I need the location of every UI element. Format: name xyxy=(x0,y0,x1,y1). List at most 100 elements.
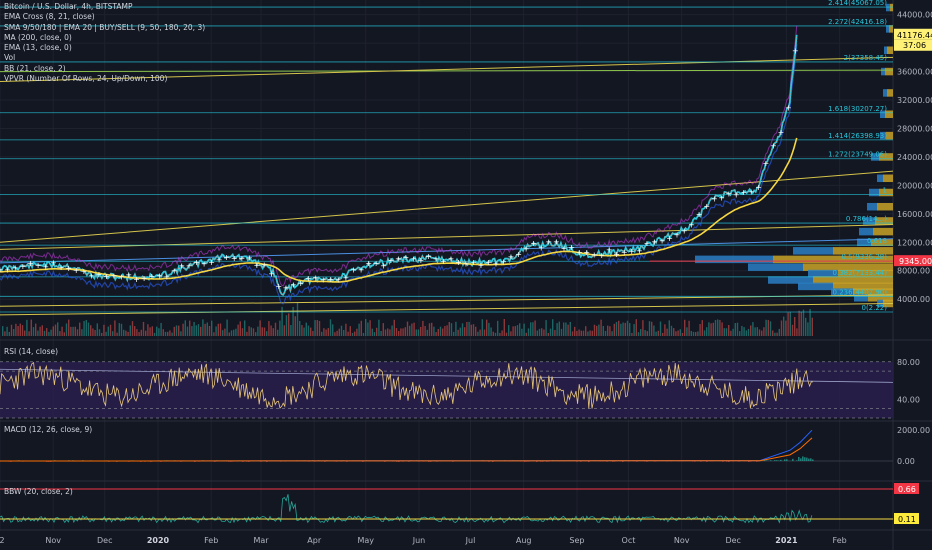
volume-bar xyxy=(692,331,695,336)
macd-hist xyxy=(398,461,400,462)
volume-bar xyxy=(563,322,565,336)
macd-hist xyxy=(774,460,776,462)
buy-mark: + xyxy=(748,187,755,196)
volume-bar xyxy=(382,323,384,336)
volume-bar xyxy=(72,326,74,336)
volume-bar xyxy=(378,319,380,336)
volume-bar xyxy=(103,324,105,336)
volume-bar xyxy=(50,329,52,336)
volume-bar xyxy=(28,331,30,336)
volume-bar xyxy=(444,326,446,336)
volume-bar xyxy=(424,326,426,336)
y-tick-6: 28000.00 xyxy=(897,124,932,133)
vpvr-row-5 xyxy=(885,110,893,119)
volume-bar xyxy=(158,328,160,336)
indicator-bb[interactable]: BB (21, close, 2) xyxy=(4,63,66,73)
volume-bar xyxy=(371,328,373,336)
buy-mark: + xyxy=(485,258,492,267)
buy-mark: + xyxy=(4,265,11,274)
x-tick-15: 2021 xyxy=(775,536,798,545)
indicator-volume[interactable]: Vol xyxy=(4,53,16,63)
volume-bar xyxy=(730,330,732,336)
volume-bar xyxy=(136,329,138,336)
vpvr-row-2 xyxy=(887,46,893,54)
volume-bar xyxy=(87,322,90,336)
volume-bar xyxy=(420,326,422,336)
volume-bar xyxy=(266,331,268,336)
vpvr-row-up-13 xyxy=(857,238,871,247)
x-tick-7: May xyxy=(357,536,374,545)
volume-bar xyxy=(541,328,543,336)
buy-mark: + xyxy=(425,252,432,261)
volume-bar xyxy=(52,326,54,336)
volume-bar xyxy=(780,320,783,336)
volume-bar xyxy=(206,322,208,336)
volume-bar xyxy=(699,324,701,336)
trend-line-1 xyxy=(0,56,894,83)
bbw-pane-label[interactable]: BBW (20, close, 2) xyxy=(4,487,73,496)
indicator-ema-cross[interactable]: EMA Cross (8, 21, close) xyxy=(4,12,95,22)
volume-bar xyxy=(79,322,81,336)
volume-bar xyxy=(406,321,409,336)
volume-bar xyxy=(413,322,415,336)
volume-bar xyxy=(81,329,83,336)
volume-bar xyxy=(318,320,321,336)
volume-bar xyxy=(653,325,655,336)
macd-hist xyxy=(802,456,804,462)
volume-bar xyxy=(574,326,576,336)
macd-hist xyxy=(764,459,766,462)
indicator-ma-200[interactable]: MA (200, close, 0) xyxy=(4,32,72,42)
indicator-sma-buy-sell[interactable]: SMA 9/50/180 | EMA 20 | BUY/SELL (9, 50,… xyxy=(4,22,206,32)
volume-bar xyxy=(283,325,285,336)
vpvr-row-up-7 xyxy=(871,153,879,161)
volume-bar xyxy=(571,331,574,336)
buy-mark: + xyxy=(73,266,80,275)
indicator-ema-13[interactable]: EMA (13, close, 0) xyxy=(4,43,72,53)
volume-bar xyxy=(426,329,428,336)
volume-bar xyxy=(554,330,556,336)
volume-bar xyxy=(367,322,369,336)
volume-bar xyxy=(248,326,250,336)
volume-bar xyxy=(486,319,488,336)
x-tick-13: Nov xyxy=(674,536,690,545)
volume-bar xyxy=(230,330,233,336)
vpvr-row-up-0 xyxy=(886,3,890,12)
x-tick-10: Aug xyxy=(516,536,532,545)
buy-mark: + xyxy=(440,257,447,266)
volume-bar xyxy=(409,325,411,336)
volume-bar xyxy=(745,330,747,336)
rsi-pane-label[interactable]: RSI (14, close) xyxy=(4,347,59,356)
macd-hist xyxy=(756,461,758,462)
volume-bar xyxy=(545,320,547,336)
volume-bar xyxy=(186,326,189,336)
indicator-vpvr[interactable]: VPVR (Number Of Rows, 24, Up/Down, 100) xyxy=(4,74,168,84)
volume-bar xyxy=(679,329,681,336)
volume-bar xyxy=(805,317,807,336)
volume-bar xyxy=(791,324,794,336)
buy-mark: + xyxy=(358,266,365,275)
symbol-title[interactable]: Bitcoin / U.S. Dollar, 4h, BITSTAMP xyxy=(4,2,133,11)
buy-mark: + xyxy=(688,221,695,230)
volume-bar xyxy=(48,331,50,336)
buy-mark: + xyxy=(133,275,140,284)
oscillators xyxy=(0,362,893,524)
buy-mark: + xyxy=(208,258,215,267)
rsi-trend-line xyxy=(0,368,894,383)
volume-bar xyxy=(670,325,673,336)
volume-bar xyxy=(479,329,481,336)
vpvr-row-15 xyxy=(773,255,893,264)
volume-bar xyxy=(611,331,613,336)
buy-mark: + xyxy=(327,275,334,284)
volume-bar xyxy=(310,327,312,336)
macd-pane-label[interactable]: MACD (12, 26, close, 9) xyxy=(4,425,93,434)
buy-mark: + xyxy=(335,275,342,284)
volume-bar xyxy=(470,324,472,336)
volume-bar xyxy=(569,321,571,336)
volume-bar xyxy=(503,319,505,336)
volume-bar xyxy=(43,330,46,336)
macd-signal xyxy=(0,437,813,462)
volume-bar xyxy=(13,329,15,336)
x-tick-3: 2020 xyxy=(147,536,170,545)
volume-bar xyxy=(646,331,648,336)
